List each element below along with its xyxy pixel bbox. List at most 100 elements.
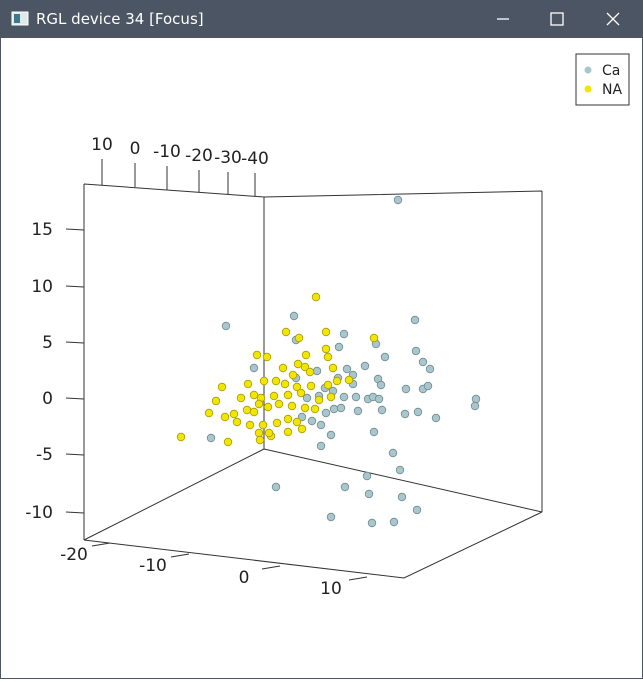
point-na	[254, 399, 264, 409]
tick-mark	[65, 397, 85, 400]
window-title: RGL device 34 [Focus]	[36, 10, 204, 28]
point-ca	[364, 489, 374, 499]
tick-mark	[91, 542, 111, 547]
point-na	[332, 376, 342, 386]
point-na	[252, 350, 262, 360]
point-ca	[249, 363, 259, 373]
point-ca	[380, 352, 390, 362]
maximize-button[interactable]	[550, 12, 564, 26]
point-ca	[340, 482, 350, 492]
point-na	[280, 379, 290, 389]
tick-label: 0	[239, 568, 250, 588]
point-ca	[271, 482, 281, 492]
point-ca	[471, 394, 481, 404]
point-na	[255, 435, 265, 445]
point-na	[217, 382, 227, 392]
point-ca	[329, 404, 339, 414]
point-na	[306, 381, 316, 391]
point-na	[288, 370, 298, 380]
point-na	[300, 362, 310, 372]
point-na	[328, 363, 338, 373]
point-ca	[418, 357, 428, 367]
point-na	[292, 417, 302, 427]
point-na	[211, 396, 221, 406]
tick-mark	[65, 453, 85, 456]
tick-label: 0	[42, 389, 53, 409]
point-na	[314, 395, 324, 405]
point-ca	[395, 465, 405, 475]
point-ca	[369, 427, 379, 437]
app-icon-part	[14, 14, 20, 23]
tick-label: -10	[25, 503, 53, 523]
point-ca	[400, 409, 410, 419]
point-na	[258, 420, 268, 430]
point-na	[271, 376, 281, 386]
point-na	[281, 327, 291, 337]
point-na	[323, 380, 333, 390]
point-na	[310, 404, 320, 414]
point-na	[269, 391, 279, 401]
point-ca	[470, 401, 480, 411]
point-ca	[413, 407, 423, 417]
point-ca	[411, 346, 421, 356]
legend-label: NA	[602, 82, 622, 98]
point-na	[300, 403, 310, 413]
point-ca	[339, 392, 349, 402]
point-na	[274, 399, 284, 409]
tick-mark	[65, 285, 85, 288]
point-na	[283, 390, 293, 400]
legend-swatch	[584, 85, 592, 93]
tick-label: -5	[36, 445, 53, 465]
point-ca	[389, 517, 399, 527]
tick-mark	[65, 341, 85, 344]
point-ca	[425, 364, 435, 374]
point-na	[278, 363, 288, 373]
point-na	[293, 359, 303, 369]
point-ca	[321, 408, 331, 418]
close-button[interactable]	[606, 12, 620, 26]
point-na	[292, 382, 302, 392]
point-ca	[423, 381, 433, 391]
box-edges	[83, 183, 543, 579]
point-na	[243, 379, 253, 389]
tick-mark	[65, 511, 85, 514]
plot-area: Ca NA 15 10 5 0 -5 -10 10 0 -10 -20 -30 -40 -20 -10 0 1…	[0, 38, 643, 679]
title-bar-icons	[11, 11, 620, 26]
point-na	[326, 392, 336, 402]
point-ca	[388, 448, 398, 458]
tick-label: 10	[31, 277, 53, 297]
point-na	[321, 344, 331, 354]
tick-label: 5	[42, 333, 53, 353]
point-ca	[336, 403, 346, 413]
point-ca	[221, 321, 231, 331]
point-na	[236, 393, 246, 403]
point-ca	[393, 195, 403, 205]
point-ca	[326, 430, 336, 440]
point-na	[321, 327, 331, 337]
point-ca	[312, 366, 322, 376]
point-na	[296, 388, 306, 398]
tick-label: 15	[31, 220, 53, 240]
point-ca	[326, 512, 336, 522]
point-ca	[307, 416, 317, 426]
point-na	[176, 432, 186, 442]
legend-label: Ca	[602, 63, 620, 79]
point-na	[249, 407, 259, 417]
point-na	[245, 420, 255, 430]
point-ca	[339, 329, 349, 339]
point-ca	[316, 441, 326, 451]
point-ca	[397, 492, 407, 502]
point-ca	[362, 471, 372, 481]
bounding-box	[83, 183, 543, 579]
point-ca	[351, 392, 361, 402]
point-ca	[206, 433, 216, 443]
point-na	[283, 414, 293, 424]
point-na	[242, 405, 252, 415]
point-ca	[367, 518, 377, 528]
point-na	[272, 418, 282, 428]
tick-label: -20	[185, 146, 213, 166]
tick-label: -10	[153, 142, 181, 162]
tick-label: 10	[91, 135, 113, 155]
point-na	[297, 424, 307, 434]
point-na	[220, 412, 230, 422]
